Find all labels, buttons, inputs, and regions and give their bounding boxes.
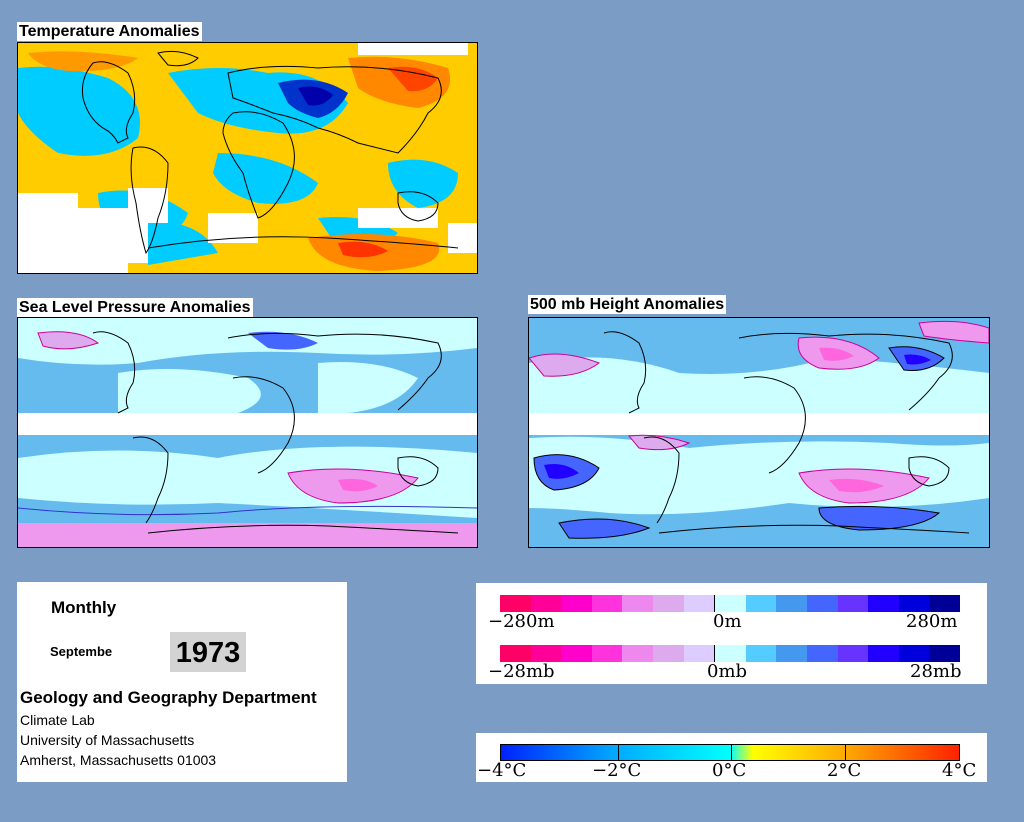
height-label-zero: 0m	[713, 611, 742, 632]
pressure-label-zero: 0mb	[707, 661, 748, 682]
period-label: Monthly	[51, 598, 117, 617]
temp-label-zero: 0°C	[712, 760, 747, 781]
year-label: 1973	[170, 632, 246, 672]
temperature-legend: −4°C −2°C 0°C 2°C 4°C	[476, 733, 987, 782]
color-swatch	[591, 645, 623, 662]
temp-label-minus2: −2°C	[592, 760, 642, 781]
color-swatch	[806, 595, 838, 612]
color-swatch	[622, 595, 653, 612]
color-swatch	[683, 645, 715, 662]
color-swatch	[500, 595, 531, 612]
color-swatch	[898, 645, 930, 662]
temperature-anomaly-map	[17, 42, 478, 274]
height500-anomaly-map	[528, 317, 990, 548]
temp-label-plus2: 2°C	[827, 760, 862, 781]
color-swatch	[837, 595, 869, 612]
color-swatch	[868, 645, 899, 662]
info-line-lab: Climate Lab	[20, 712, 95, 728]
height-pressure-legend: −280m 0m 280m −28mb 0mb 28mb	[476, 583, 987, 684]
height-label-min: −280m	[488, 611, 555, 632]
color-swatch	[622, 645, 653, 662]
color-swatch	[929, 645, 960, 662]
color-swatch	[714, 645, 746, 662]
temperature-color-bar	[500, 744, 960, 761]
pressure-label-max: 28mb	[910, 661, 962, 682]
slp-anomaly-map	[17, 317, 478, 548]
color-swatch	[530, 595, 562, 612]
color-swatch	[652, 595, 684, 612]
height-color-bar	[500, 595, 960, 612]
height-label-max: 280m	[906, 611, 958, 632]
color-swatch	[530, 645, 562, 662]
color-swatch	[776, 595, 807, 612]
info-panel: Monthly Septembe 1973 Geology and Geogra…	[17, 582, 347, 782]
info-line-university: University of Massachusetts	[20, 732, 195, 748]
color-swatch	[868, 595, 899, 612]
color-swatch	[500, 645, 531, 662]
color-swatch	[929, 595, 960, 612]
color-swatch	[745, 595, 777, 612]
color-swatch	[591, 595, 623, 612]
color-swatch	[776, 645, 807, 662]
temp-label-plus4: 4°C	[942, 760, 977, 781]
pressure-label-min: −28mb	[488, 661, 555, 682]
month-label: Septembe	[50, 644, 113, 659]
color-swatch	[837, 645, 869, 662]
info-line-address: Amherst, Massachusetts 01003	[20, 752, 217, 768]
color-swatch	[683, 595, 715, 612]
color-swatch	[898, 595, 930, 612]
pressure-color-bar	[500, 645, 960, 662]
department-label: Geology and Geography Department	[20, 688, 317, 707]
color-swatch	[561, 595, 592, 612]
color-swatch	[714, 595, 746, 612]
slp-panel-title: Sea Level Pressure Anomalies	[17, 298, 253, 317]
temp-label-minus4: −4°C	[477, 760, 527, 781]
color-swatch	[561, 645, 592, 662]
color-swatch	[652, 645, 684, 662]
temperature-panel-title: Temperature Anomalies	[17, 22, 202, 41]
color-swatch	[745, 645, 777, 662]
height500-panel-title: 500 mb Height Anomalies	[528, 295, 727, 314]
color-swatch	[806, 645, 838, 662]
